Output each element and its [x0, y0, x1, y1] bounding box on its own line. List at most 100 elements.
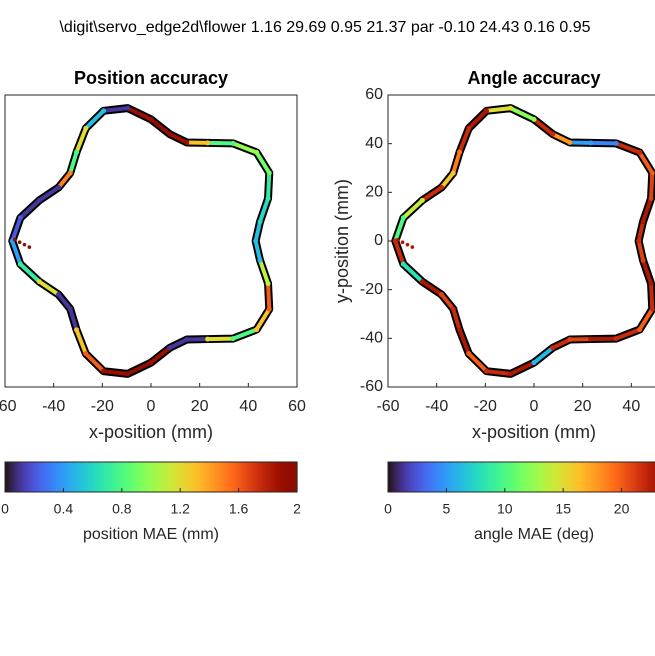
colorbar-cell [287, 462, 291, 492]
point [550, 345, 556, 351]
colorbar-cell [206, 462, 210, 492]
colorbar-cell [409, 462, 413, 492]
colorbar-cell [131, 462, 135, 492]
colorbar-cell [78, 462, 82, 492]
colorbar-cell [87, 462, 91, 492]
colorbar-cell [224, 462, 228, 492]
colorbar-cell [412, 462, 416, 492]
colorbar-cell [597, 462, 601, 492]
x-tick-label: 0 [147, 398, 156, 415]
colorbar-cell [160, 462, 164, 492]
colorbar-cell [121, 462, 125, 492]
colorbar-cell [587, 462, 591, 492]
colorbar-cell [136, 462, 140, 492]
point [230, 140, 236, 146]
colorbar-cell [141, 462, 145, 492]
colorbar-cell [272, 462, 276, 492]
trace-segment [649, 281, 655, 312]
colorbar-cell [267, 462, 271, 492]
trace-segment [420, 279, 444, 297]
colorbar-cell [39, 462, 43, 492]
colorbar-cell [199, 462, 203, 492]
point [36, 279, 42, 285]
colorbar-cell [392, 462, 396, 492]
colorbar-cell [468, 462, 472, 492]
colorbar-cell [492, 462, 496, 492]
colorbar-cell [519, 462, 523, 492]
point [400, 215, 406, 221]
colorbar-cell [417, 462, 421, 492]
y-tick-label: -20 [360, 281, 383, 298]
y-axis-label: y-position (mm) [332, 179, 352, 303]
point [83, 351, 89, 357]
x-tick-label: -20 [91, 398, 114, 415]
colorbar-cell [555, 462, 559, 492]
colorbar-cell [175, 462, 179, 492]
colorbar-cell [461, 462, 465, 492]
colorbar-cell [243, 462, 247, 492]
trace-segment [550, 132, 572, 145]
colorbar-cell [53, 462, 57, 492]
colorbar-cell [129, 462, 133, 492]
trace-segment [439, 292, 456, 311]
colorbar-cell [275, 462, 279, 492]
colorbar-cell [68, 462, 72, 492]
colorbar-cell [553, 462, 557, 492]
approach-point [410, 245, 415, 249]
colorbar-tick-label: 1.6 [229, 501, 249, 517]
y-tick-label: -60 [360, 378, 383, 395]
trace-segment [167, 337, 189, 350]
colorbar-cell [73, 462, 77, 492]
colorbar-cell [231, 462, 235, 492]
trace-segment [10, 239, 23, 267]
trace-segment [37, 185, 61, 203]
colorbar-cell [650, 462, 654, 492]
colorbar-cell [260, 462, 264, 492]
point [484, 108, 490, 114]
colorbar-cell [419, 462, 423, 492]
colorbar-cell [619, 462, 623, 492]
trace-segment [68, 150, 79, 176]
point [67, 170, 73, 176]
colorbar-cell [621, 462, 625, 492]
colorbar-cell [458, 462, 462, 492]
x-axis-label: x-position (mm) [89, 422, 213, 442]
x-axis-label: x-position (mm) [472, 422, 596, 442]
point [466, 125, 472, 131]
colorbar-cell [402, 462, 406, 492]
trace-segment [167, 132, 189, 145]
trace-segment [101, 369, 130, 376]
colorbar-cell [507, 462, 511, 492]
point [167, 131, 173, 137]
colorbar-cell [431, 462, 435, 492]
colorbar-cell [197, 462, 201, 492]
colorbar-cell [536, 462, 540, 492]
y-tick-label: 40 [365, 135, 383, 152]
colorbar-cell [451, 462, 455, 492]
trace-segment [393, 239, 406, 267]
point [56, 292, 62, 298]
trace-segment [451, 150, 462, 176]
colorbar-cell [107, 462, 111, 492]
point [36, 197, 42, 203]
colorbar-cell [185, 462, 189, 492]
colorbar-cell [189, 462, 193, 492]
point [457, 327, 463, 333]
colorbar-cell [148, 462, 152, 492]
trace-segment [83, 108, 106, 131]
colorbar-cell [202, 462, 206, 492]
point [184, 139, 190, 145]
trace-segment [56, 171, 73, 190]
colorbar-cell [480, 462, 484, 492]
colorbar-cell [29, 462, 33, 492]
colorbar-cell [424, 462, 428, 492]
point [253, 238, 259, 244]
colorbar-cell [146, 462, 150, 492]
point [205, 140, 211, 146]
colorbar-cell [599, 462, 603, 492]
point [450, 170, 456, 176]
point [466, 351, 472, 357]
colorbar-cell [512, 462, 516, 492]
approach-point [12, 237, 17, 242]
point [184, 337, 190, 343]
